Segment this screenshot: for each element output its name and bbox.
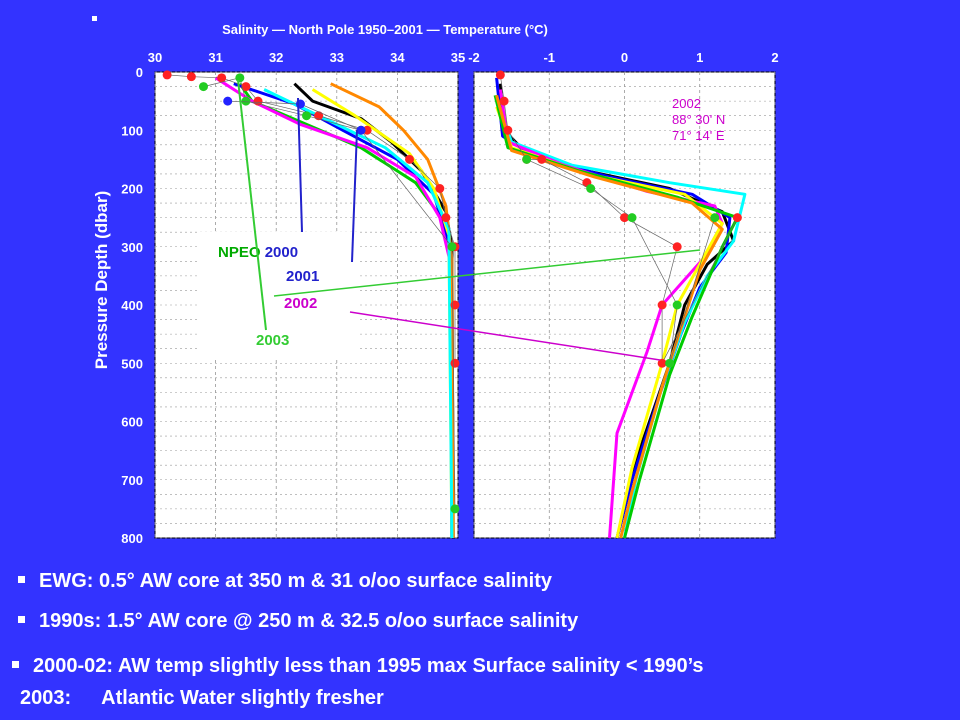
temperature-data-point [522,154,532,164]
salinity-data-point [162,70,172,80]
footer-year: 2003: [20,687,72,709]
legend-entry: NPEO 2000 [218,244,298,261]
temperature-data-point [620,213,629,223]
temperature-data-point [672,300,682,310]
chart-title: Salinity — North Pole 1950–2001 — Temper… [222,22,548,37]
temperature-x-tick-label: 2 [771,50,778,65]
temperature-data-point [627,213,637,223]
salinity-data-point [450,358,460,368]
temperature-data-point [710,213,720,223]
station-label-line: 2002 [672,96,701,111]
salinity-data-point [450,300,460,310]
y-tick-label: 400 [121,298,143,313]
salinity-data-point [441,213,451,223]
y-tick-label: 600 [121,415,143,430]
salinity-x-tick-label: 35 [451,50,465,65]
y-tick-label: 0 [136,65,143,80]
salinity-x-tick-label: 32 [269,50,283,65]
annotation-line [273,249,701,297]
annotation-line [349,311,661,361]
salinity-x-tick-label: 33 [330,50,344,65]
footer-text: Atlantic Water slightly fresher [101,687,384,709]
y-axis-label: Pressure Depth (dbar) [92,191,111,370]
bullet-ewg: EWG: 0.5° AW core at 350 m & 31 o/oo sur… [18,570,552,593]
salinity-data-point [405,154,415,164]
temperature-data-point [657,358,667,368]
legend-pointer-2001 [351,129,358,263]
legend-year: 2000 [265,244,298,261]
salinity-data-point [314,111,324,121]
temperature-marker-connector [526,159,716,364]
salinity-x-tick-label: 31 [208,50,222,65]
temperature-x-tick-label: -2 [468,50,480,65]
temperature-data-point [672,242,682,252]
bullet-text: 2000-02: AW temp slightly less than 1995… [33,655,704,677]
bullet-text: 1990s: 1.5° AW core @ 250 m & 32.5 o/oo … [39,610,579,632]
temperature-data-point [732,213,742,223]
y-tick-label: 500 [121,356,143,371]
legend-prefix: NPEO [218,244,265,261]
legend-entry: 2002 [284,295,317,312]
temperature-profile-line [495,94,724,539]
temperature-data-point [503,125,513,135]
legend-year: 2002 [284,295,317,312]
temperature-data-point [537,154,547,164]
legend-entry: 2001 [286,268,319,285]
station-label-line: 88° 30' N [672,112,725,127]
salinity-data-point [302,111,311,121]
legend-pointer-2000 [297,97,303,233]
salinity-data-point [186,72,196,82]
salinity-data-point [241,96,251,106]
temperature-data-point [495,70,505,80]
y-tick-label: 700 [121,473,143,488]
y-tick-label: 800 [121,531,143,546]
salinity-data-point [235,73,245,83]
salinity-x-tick-label: 30 [148,50,162,65]
bullet-1990s: 1990s: 1.5° AW core @ 250 m & 32.5 o/oo … [18,610,578,633]
bullet-2000-02: 2000-02: AW temp slightly less than 1995… [12,655,704,678]
salinity-data-point [241,82,251,92]
bullet-square-icon [18,576,25,584]
legend-year: 2001 [286,268,319,285]
slide-mark [92,16,97,21]
salinity-data-point [198,82,208,92]
y-tick-label: 100 [121,123,143,138]
salinity-data-point [435,184,445,193]
ctd-profile-chart: Salinity — North Pole 1950–2001 — Temper… [92,22,779,546]
temperature-data-point [657,300,667,310]
salinity-data-point [217,73,227,83]
temperature-x-tick-label: 0 [621,50,628,65]
bullet-square-icon [12,661,19,669]
temperature-data-point [586,184,596,193]
temperature-x-tick-label: 1 [696,50,703,65]
salinity-data-point [223,96,233,106]
y-tick-label: 300 [121,240,143,255]
salinity-data-point [450,504,460,514]
salinity-data-point [356,125,366,135]
temperature-x-tick-label: -1 [543,50,555,65]
temperature-data-point [665,358,675,368]
station-label-line: 71° 14' E [672,128,725,143]
salinity-x-tick-label: 34 [390,50,405,65]
legend-entry: 2003 [256,332,289,349]
bullet-square-icon [18,616,25,624]
legend-pointer-2003 [237,79,267,331]
legend-year: 2003 [256,332,289,349]
temperature-data-point [499,96,509,106]
y-tick-label: 200 [121,182,143,197]
salinity-data-point [447,242,457,252]
bullet-text: EWG: 0.5° AW core at 350 m & 31 o/oo sur… [39,570,552,592]
footer-2003: 2003: Atlantic Water slightly fresher [20,687,384,710]
